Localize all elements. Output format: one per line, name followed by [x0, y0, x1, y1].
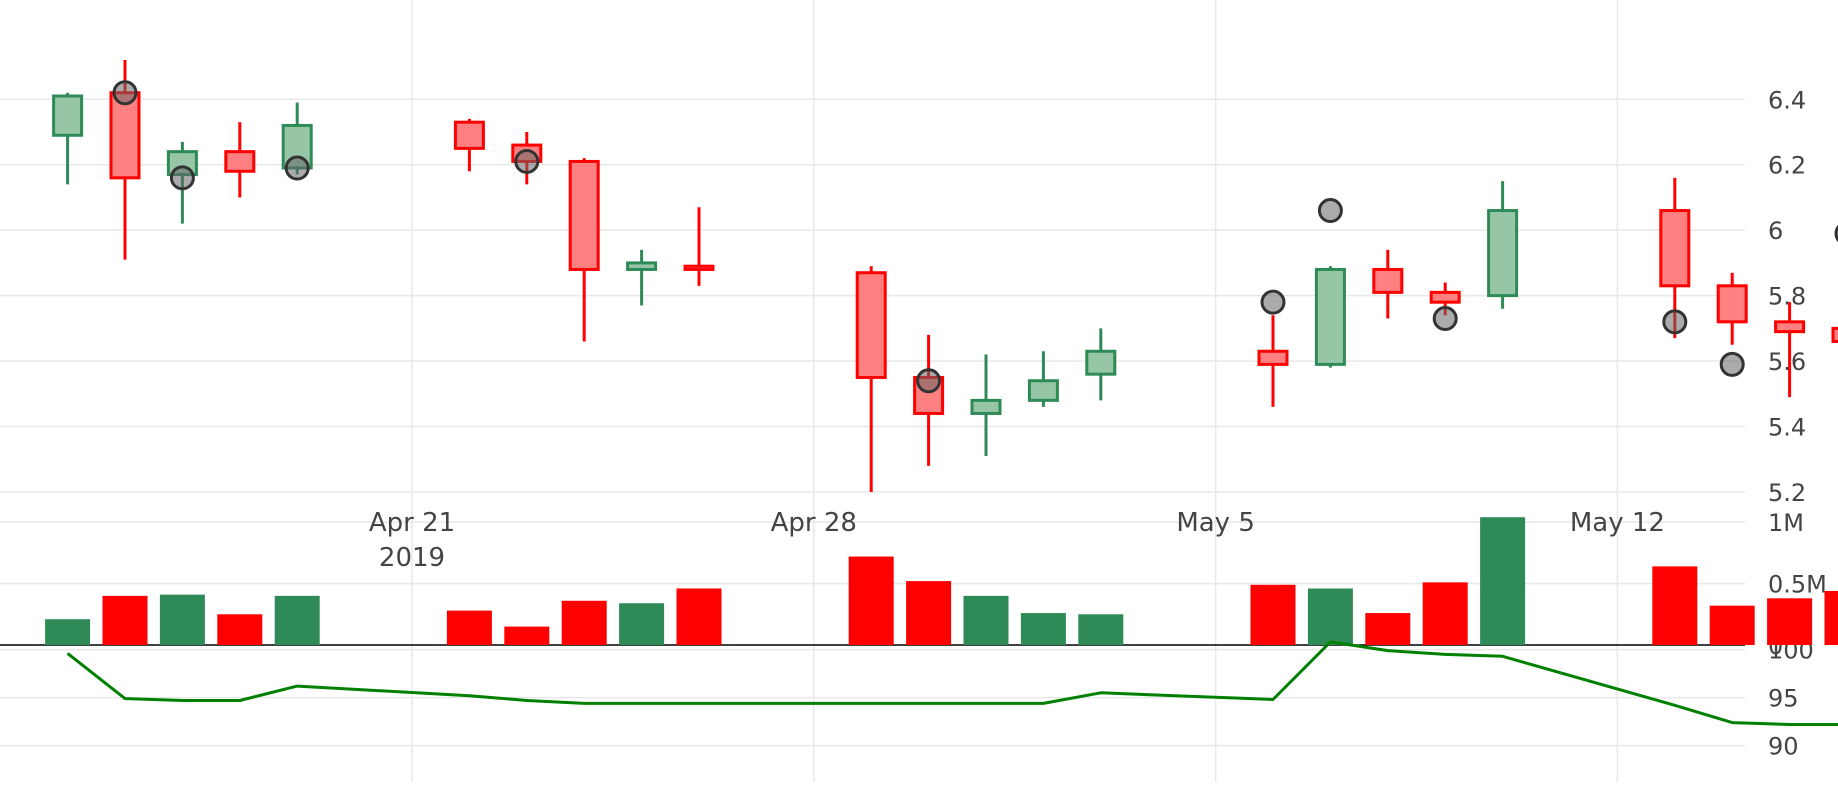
volume-bar	[1480, 517, 1525, 645]
volume-bar	[1423, 582, 1468, 645]
candle-body	[1374, 269, 1402, 292]
x-tick-label: May 12	[1570, 508, 1665, 538]
candle-body	[111, 93, 139, 178]
indicator-tick-label: 95	[1768, 685, 1799, 713]
volume-bar	[447, 611, 492, 645]
x-tick-label: Apr 28	[771, 508, 857, 538]
price-tick-label: 5.8	[1768, 283, 1806, 311]
signal-marker	[1319, 200, 1341, 222]
candle-body	[1489, 211, 1517, 296]
price-tick-label: 5.6	[1768, 348, 1806, 376]
volume-bar	[275, 596, 320, 645]
volume-bar	[562, 601, 607, 645]
candle-body	[1833, 328, 1838, 341]
candle-body	[628, 263, 656, 270]
candle-body	[1087, 351, 1115, 374]
indicator-tick-label: 90	[1768, 733, 1799, 761]
signal-marker	[1434, 308, 1456, 330]
candle-body	[1316, 269, 1344, 364]
candle-body	[1029, 381, 1057, 401]
volume-bar	[217, 614, 262, 645]
volume-bar	[1365, 613, 1410, 645]
signal-marker	[918, 370, 940, 392]
volume-bar	[964, 596, 1009, 645]
candle-body	[1661, 211, 1689, 286]
volume-bar	[1308, 588, 1353, 645]
price-tick-label: 6.4	[1768, 86, 1806, 114]
volume-bar	[1825, 591, 1838, 645]
x-tick-label: Apr 21	[369, 508, 455, 538]
signal-marker	[516, 150, 538, 172]
candle-body	[1431, 292, 1459, 302]
signal-marker	[1262, 291, 1284, 313]
price-tick-label: 6.2	[1768, 152, 1806, 180]
volume-bar	[1710, 606, 1755, 645]
volume-bar	[619, 603, 664, 645]
signal-marker	[1721, 353, 1743, 375]
volume-tick-label: 0.5M	[1768, 571, 1827, 599]
volume-bar	[677, 588, 722, 645]
candle-body	[1259, 351, 1287, 364]
signal-marker	[171, 167, 193, 189]
volume-tick-label: 1M	[1768, 509, 1804, 537]
volume-bar	[1652, 566, 1697, 645]
volume-bar	[849, 557, 894, 645]
x-tick-label: May 5	[1176, 508, 1255, 538]
volume-bar	[504, 627, 549, 645]
volume-bar	[160, 595, 205, 645]
volume-bar	[1078, 614, 1123, 645]
candle-body	[685, 266, 713, 269]
volume-bar	[1251, 585, 1296, 645]
candle-body	[1776, 322, 1804, 332]
x-tick-year-label: 2019	[379, 543, 445, 573]
volume-bar	[45, 619, 90, 645]
price-tick-label: 5.2	[1768, 479, 1806, 507]
candle-body	[226, 152, 254, 172]
volume-bar	[1021, 613, 1066, 645]
volume-bar	[1767, 598, 1812, 645]
price-tick-label: 6	[1768, 217, 1783, 245]
candle-body	[54, 96, 82, 135]
volume-bar	[906, 581, 951, 645]
volume-bar	[103, 596, 148, 645]
signal-marker	[114, 82, 136, 104]
candle-body	[1718, 286, 1746, 322]
candle-body	[857, 273, 885, 378]
candle-body	[455, 122, 483, 148]
signal-marker	[1664, 311, 1686, 333]
candle-body	[972, 400, 1000, 413]
signal-marker	[286, 157, 308, 179]
indicator-line	[68, 642, 1838, 769]
price-tick-label: 5.4	[1768, 414, 1806, 442]
candle-body	[570, 161, 598, 269]
